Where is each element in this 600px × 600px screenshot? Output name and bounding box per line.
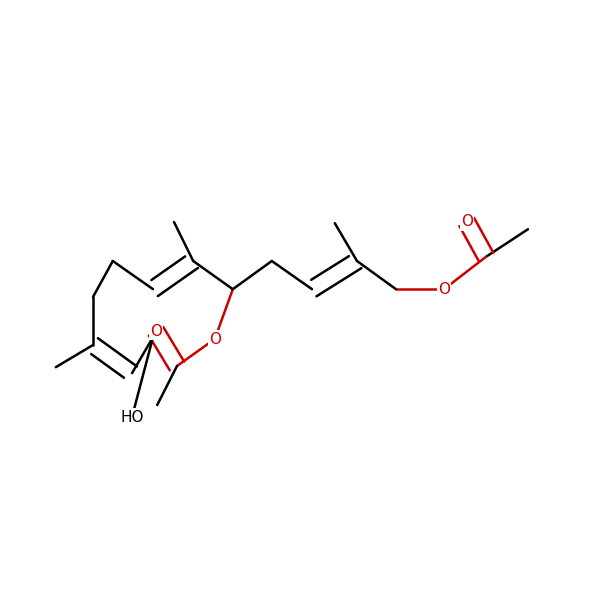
Text: HO: HO [120,409,144,425]
Text: O: O [461,214,473,229]
Text: O: O [150,323,162,338]
Text: O: O [438,281,450,296]
Text: O: O [209,331,221,346]
